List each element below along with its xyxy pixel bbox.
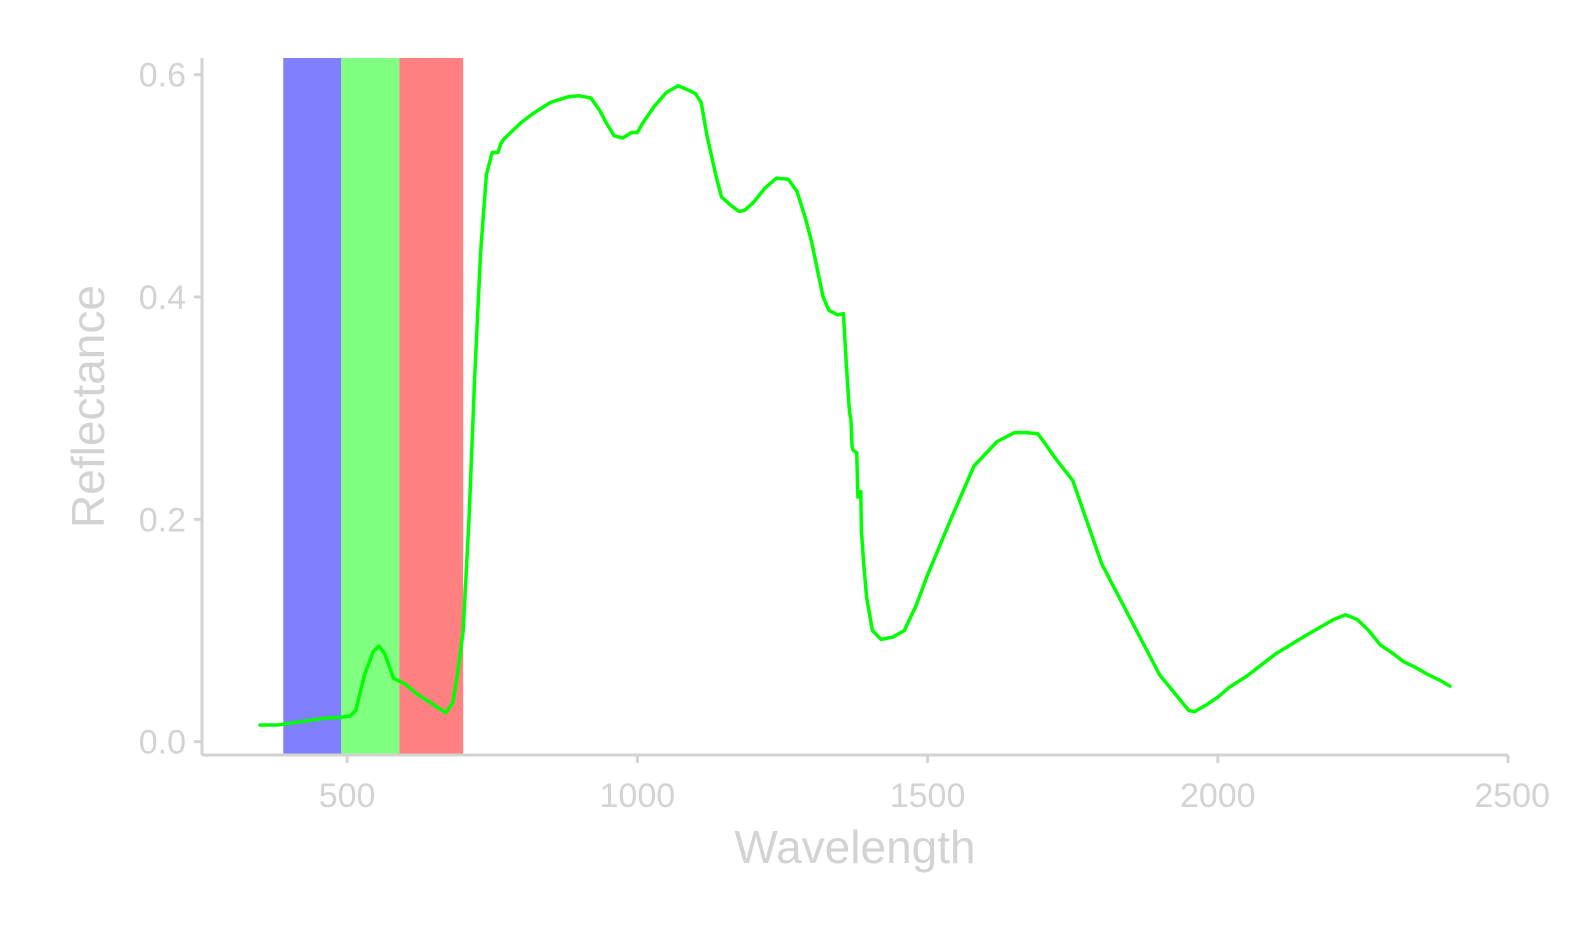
axes: 0.0 0.2 0.4 0.6 500 1000 1500 2000 2500 — [139, 57, 1550, 815]
y-tick-label: 0.2 — [139, 501, 186, 539]
band-green — [341, 58, 400, 755]
spectrum-line — [258, 84, 1452, 727]
y-tick-label: 0.4 — [139, 279, 186, 317]
color-bands — [283, 58, 464, 755]
x-tick-label: 500 — [319, 777, 376, 815]
band-blue — [283, 58, 342, 755]
x-tick-label: 2000 — [1180, 777, 1256, 815]
y-tick-label: 0.6 — [139, 57, 186, 95]
y-axis-ticks: 0.0 0.2 0.4 0.6 — [139, 57, 202, 762]
band-red — [399, 58, 464, 755]
y-axis-title: Reflectance — [62, 285, 114, 528]
series-group — [258, 84, 1452, 727]
y-tick-label: 0.0 — [139, 724, 186, 762]
x-tick-label: 1500 — [890, 777, 966, 815]
x-axis-title: Wavelength — [734, 821, 975, 873]
x-tick-label: 1000 — [600, 777, 676, 815]
x-axis-ticks: 500 1000 1500 2000 2500 — [319, 755, 1550, 815]
x-tick-label: 2500 — [1474, 777, 1550, 815]
